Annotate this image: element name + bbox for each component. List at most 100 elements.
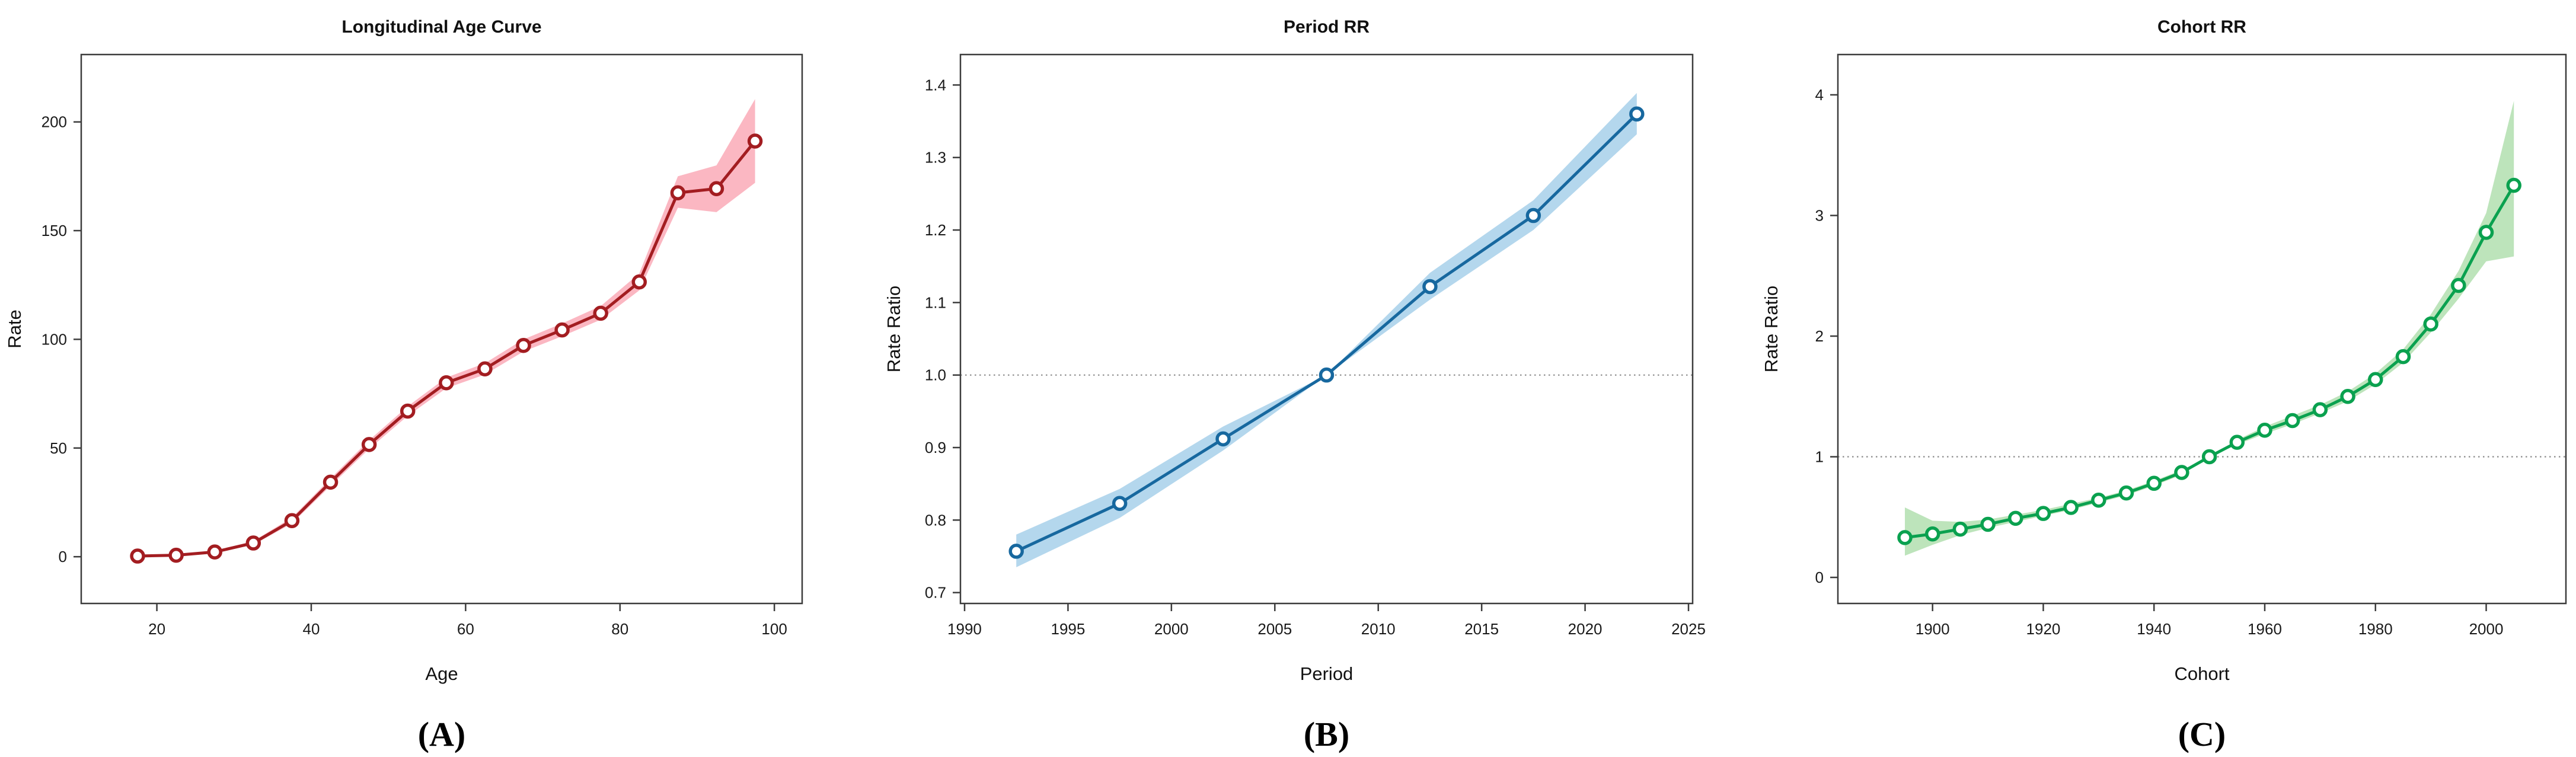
data-point-marker <box>323 474 339 490</box>
y-tick-label: 0 <box>1815 568 1824 586</box>
x-tick-label: 100 <box>761 620 787 638</box>
x-tick-label: 2020 <box>1568 620 1603 638</box>
plot-area: 0 50 100 150 200 20 40 60 80 100 <box>42 53 803 638</box>
data-point-marker <box>554 322 570 338</box>
x-tick-label: 1960 <box>2248 620 2282 638</box>
data-point-marker <box>2478 225 2494 240</box>
x-tick-label: 60 <box>457 620 474 638</box>
chart-title: Cohort RR <box>2157 17 2246 37</box>
panel-letter: (B) <box>1304 715 1349 753</box>
x-tick-label: 1940 <box>2137 620 2171 638</box>
data-point-marker <box>2008 510 2023 526</box>
y-axis-label: Rate Ratio <box>1761 286 1782 372</box>
chart-title: Period RR <box>1284 17 1370 37</box>
x-tick-label: 2000 <box>1154 620 1189 638</box>
x-tick-label: 20 <box>148 620 165 638</box>
y-tick-label: 1.3 <box>925 149 946 167</box>
data-point-marker <box>1215 431 1231 447</box>
data-point-marker <box>400 403 416 419</box>
x-tick-label: 1900 <box>1916 620 1950 638</box>
y-tick-label: 1.0 <box>925 366 946 384</box>
chart-canvas-age: 0 50 100 150 200 20 40 60 80 100 Longitudinal Age… <box>4 17 803 753</box>
x-tick-label: 2000 <box>2469 620 2504 638</box>
data-point-marker <box>207 544 222 560</box>
x-tick-label: 40 <box>303 620 320 638</box>
y-tick-label: 0.8 <box>925 511 946 529</box>
data-point-marker <box>1525 207 1541 223</box>
data-point-marker <box>1924 526 1940 542</box>
data-point-marker <box>439 375 454 391</box>
data-point-marker <box>1008 544 1024 559</box>
data-point-marker <box>168 547 184 563</box>
data-point-marker <box>2257 423 2272 438</box>
data-point-marker <box>2395 349 2411 365</box>
x-tick-label: 1995 <box>1051 620 1085 638</box>
y-tick-label: 200 <box>42 113 67 131</box>
y-tick-label: 0 <box>59 548 67 566</box>
data-point-marker <box>1897 530 1913 545</box>
data-point-marker <box>2506 177 2521 193</box>
x-tick-label: 1920 <box>2026 620 2061 638</box>
data-point-marker <box>477 361 493 377</box>
y-tick-label: 50 <box>50 439 67 457</box>
x-tick-label: 1980 <box>2358 620 2393 638</box>
data-point-marker <box>1980 516 1996 532</box>
data-point-marker <box>2340 389 2355 404</box>
data-line <box>136 139 757 558</box>
data-point-marker <box>130 548 145 564</box>
data-point-marker <box>747 133 763 149</box>
data-point-marker <box>2201 449 2217 465</box>
plot-area: 0 1 2 3 4 1900 1920 1940 1960 1980 2000 <box>1815 53 2567 638</box>
y-tick-label: 0.7 <box>925 584 946 602</box>
x-tick-label: 2010 <box>1361 620 1396 638</box>
confidence-band <box>1016 92 1637 567</box>
y-tick-label: 1 <box>1815 448 1824 466</box>
data-point-marker <box>2174 465 2189 480</box>
data-point-marker <box>708 181 724 197</box>
y-tick-label: 1.1 <box>925 293 946 311</box>
chart-panel-age: 0 50 100 150 200 20 40 60 80 100 Longitudinal Age… <box>0 0 858 757</box>
panel-letter: (A) <box>418 715 466 753</box>
data-point-marker <box>631 274 647 290</box>
data-point-marker <box>2284 413 2300 429</box>
x-tick-label: 2025 <box>1671 620 1706 638</box>
y-axis-label: Rate <box>4 309 25 348</box>
data-point-marker <box>2368 372 2383 388</box>
data-point-marker <box>1112 496 1128 511</box>
data-point-marker <box>593 305 608 321</box>
data-point-marker <box>1629 106 1645 122</box>
y-tick-label: 1.2 <box>925 221 946 239</box>
y-tick-label: 100 <box>42 330 67 348</box>
y-tick-label: 3 <box>1815 206 1824 224</box>
chart-title: Longitudinal Age Curve <box>341 17 541 37</box>
data-point-marker <box>516 337 531 353</box>
data-point-marker <box>2451 277 2466 293</box>
y-tick-label: 4 <box>1815 86 1824 104</box>
data-point-marker <box>2423 316 2438 332</box>
plot-area: 0.7 0.8 0.9 1.0 1.1 1.2 1.3 1.4 1990 1995 2000 2005… <box>925 53 1706 638</box>
confidence-band <box>138 99 755 557</box>
confidence-band <box>1904 101 2514 556</box>
plot-box <box>1837 53 2567 605</box>
data-line <box>1014 112 1639 553</box>
chart-panel-cohort: 0 1 2 3 4 1900 1920 1940 1960 1980 2000 Cohort RR … <box>1718 0 2576 757</box>
data-point-marker <box>1952 521 1968 537</box>
data-point-marker <box>670 185 686 200</box>
y-axis-label: Rate Ratio <box>883 286 904 372</box>
data-point-marker <box>284 513 300 529</box>
data-point-marker <box>245 535 261 551</box>
x-tick-label: 2005 <box>1257 620 1292 638</box>
data-point-marker <box>2118 485 2134 501</box>
plot-box <box>80 53 803 605</box>
data-point-marker <box>2035 506 2051 521</box>
data-point-marker <box>2312 402 2328 417</box>
y-tick-label: 150 <box>42 222 67 239</box>
y-tick-label: 1.4 <box>925 76 946 94</box>
y-tick-label: 2 <box>1815 327 1824 345</box>
x-tick-label: 80 <box>611 620 628 638</box>
data-line <box>1903 184 2516 539</box>
x-axis-label: Period <box>1300 663 1354 684</box>
data-point-marker <box>2146 475 2162 491</box>
